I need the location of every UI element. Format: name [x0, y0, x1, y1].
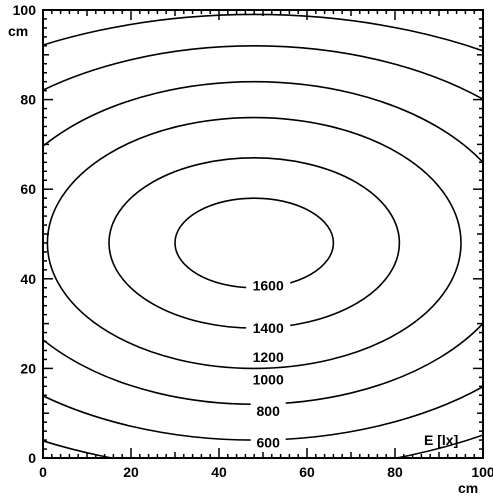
contour-label-1400: 1400 [253, 320, 284, 336]
quantity-label: E [lx] [424, 432, 458, 448]
contour-label-bg [250, 432, 286, 451]
x-tick-label: 40 [211, 464, 227, 480]
contour-labels: 1600 1400 1200 1000 800 600 [246, 275, 291, 451]
x-axis-unit-label: cm [458, 480, 478, 496]
y-tick-label: 0 [28, 450, 36, 466]
contour-lines [43, 13, 483, 458]
contour-label-800: 800 [257, 403, 281, 419]
axis-ticks [42, 9, 484, 459]
contour-label-bg [246, 369, 291, 388]
x-tick-label: 60 [299, 464, 315, 480]
y-tick-label: 80 [20, 92, 36, 108]
contour-label-bg [246, 318, 291, 337]
contour-label-1600: 1600 [253, 278, 284, 294]
contour-label-1200: 1200 [253, 349, 284, 365]
y-tick-label: 60 [20, 181, 36, 197]
contour-label-bg [250, 400, 286, 419]
contour-label-bg [246, 347, 291, 366]
contour-1400 [108, 157, 401, 329]
x-tick-label: 0 [39, 464, 47, 480]
y-tick-label: 20 [20, 360, 36, 376]
contour-label-1000: 1000 [253, 372, 284, 388]
contour-600 [43, 13, 483, 458]
contour-1600 [174, 197, 335, 289]
x-tick-label: 20 [123, 464, 139, 480]
y-tick-label: 100 [13, 2, 37, 18]
y-tick-label: 40 [20, 271, 36, 287]
x-tick-label: 100 [471, 464, 493, 480]
contour-1200 [46, 116, 462, 370]
y-axis-unit-label: cm [8, 23, 28, 39]
contour-label-600: 600 [257, 434, 281, 450]
contour-label-bg [246, 275, 291, 294]
x-tick-label: 80 [387, 464, 403, 480]
